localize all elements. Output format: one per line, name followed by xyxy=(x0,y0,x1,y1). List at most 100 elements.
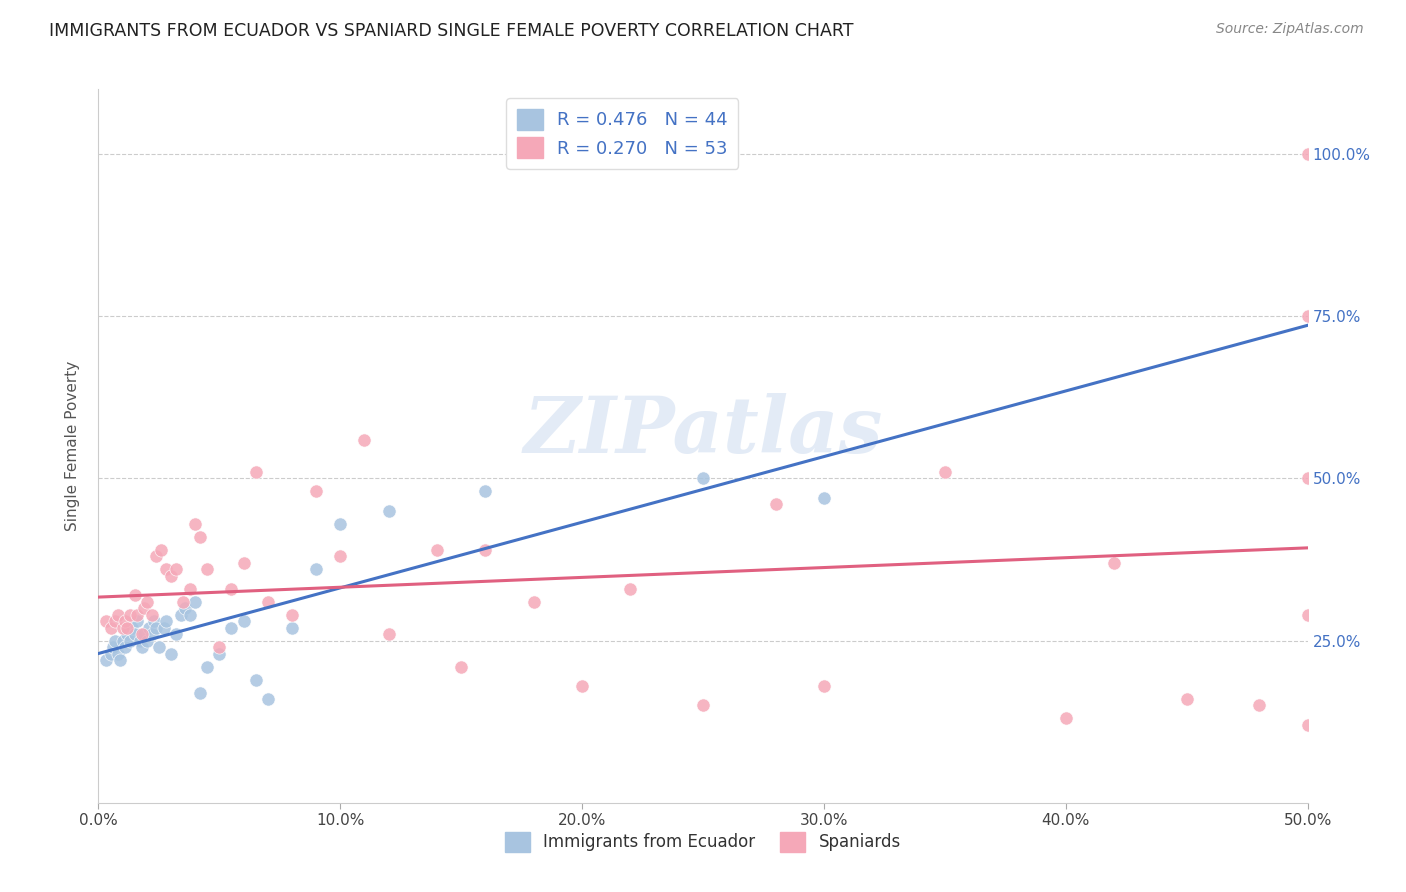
Point xyxy=(474,542,496,557)
Point xyxy=(426,542,449,557)
Point xyxy=(145,621,167,635)
Point xyxy=(281,607,304,622)
Point xyxy=(329,549,352,564)
Point xyxy=(377,627,399,641)
Point xyxy=(813,679,835,693)
Point xyxy=(165,562,187,576)
Point xyxy=(165,627,187,641)
Point xyxy=(117,621,139,635)
Point xyxy=(188,685,211,699)
Point xyxy=(160,647,183,661)
Point xyxy=(221,621,243,635)
Point xyxy=(131,640,153,654)
Point xyxy=(474,484,496,499)
Point xyxy=(245,465,267,479)
Point xyxy=(94,614,117,628)
Point xyxy=(107,647,129,661)
Point xyxy=(1102,556,1125,570)
Point xyxy=(1054,711,1077,725)
Point xyxy=(150,542,173,557)
Point xyxy=(1296,607,1319,622)
Point xyxy=(111,633,134,648)
Point xyxy=(141,607,163,622)
Point xyxy=(152,621,174,635)
Point xyxy=(145,549,167,564)
Point xyxy=(131,627,153,641)
Point xyxy=(188,530,211,544)
Point xyxy=(305,562,328,576)
Point xyxy=(934,465,956,479)
Point xyxy=(121,621,143,635)
Point xyxy=(124,627,146,641)
Point xyxy=(765,497,787,511)
Point xyxy=(619,582,641,596)
Point xyxy=(174,601,197,615)
Point xyxy=(169,607,191,622)
Point xyxy=(127,614,149,628)
Point xyxy=(256,692,278,706)
Point xyxy=(256,595,278,609)
Point xyxy=(128,633,150,648)
Point xyxy=(155,614,177,628)
Point xyxy=(1296,471,1319,485)
Point xyxy=(523,595,546,609)
Point xyxy=(141,627,163,641)
Point xyxy=(1175,692,1198,706)
Point xyxy=(692,471,714,485)
Point xyxy=(813,491,835,505)
Point xyxy=(1296,718,1319,732)
Point xyxy=(329,516,352,531)
Text: Source: ZipAtlas.com: Source: ZipAtlas.com xyxy=(1216,22,1364,37)
Point xyxy=(232,556,254,570)
Text: IMMIGRANTS FROM ECUADOR VS SPANIARD SINGLE FEMALE POVERTY CORRELATION CHART: IMMIGRANTS FROM ECUADOR VS SPANIARD SING… xyxy=(49,22,853,40)
Point xyxy=(114,614,136,628)
Point xyxy=(101,640,124,654)
Point xyxy=(305,484,328,499)
Point xyxy=(118,633,141,648)
Point xyxy=(100,647,122,661)
Point xyxy=(184,516,207,531)
Point xyxy=(160,568,183,582)
Point xyxy=(377,504,399,518)
Point xyxy=(138,621,160,635)
Point xyxy=(571,679,593,693)
Point xyxy=(1296,310,1319,324)
Y-axis label: Single Female Poverty: Single Female Poverty xyxy=(65,361,80,531)
Point xyxy=(172,595,194,609)
Point xyxy=(1296,147,1319,161)
Point xyxy=(104,633,127,648)
Point xyxy=(148,640,170,654)
Point xyxy=(108,653,131,667)
Legend: Immigrants from Ecuador, Spaniards: Immigrants from Ecuador, Spaniards xyxy=(498,825,908,859)
Point xyxy=(245,673,267,687)
Text: ZIPatlas: ZIPatlas xyxy=(523,393,883,470)
Point xyxy=(179,582,201,596)
Point xyxy=(118,607,141,622)
Point xyxy=(195,562,218,576)
Point xyxy=(135,633,157,648)
Point xyxy=(135,595,157,609)
Point xyxy=(127,607,149,622)
Point xyxy=(195,659,218,673)
Point xyxy=(100,621,122,635)
Point xyxy=(155,562,177,576)
Point xyxy=(111,621,134,635)
Point xyxy=(232,614,254,628)
Point xyxy=(184,595,207,609)
Point xyxy=(179,607,201,622)
Point xyxy=(143,614,166,628)
Point xyxy=(208,647,231,661)
Point xyxy=(134,601,156,615)
Point xyxy=(104,614,127,628)
Point xyxy=(124,588,146,602)
Point xyxy=(94,653,117,667)
Point xyxy=(114,640,136,654)
Point xyxy=(353,433,375,447)
Point xyxy=(134,627,156,641)
Point xyxy=(1249,698,1271,713)
Point xyxy=(107,607,129,622)
Point xyxy=(450,659,472,673)
Point xyxy=(692,698,714,713)
Point xyxy=(117,627,139,641)
Point xyxy=(281,621,304,635)
